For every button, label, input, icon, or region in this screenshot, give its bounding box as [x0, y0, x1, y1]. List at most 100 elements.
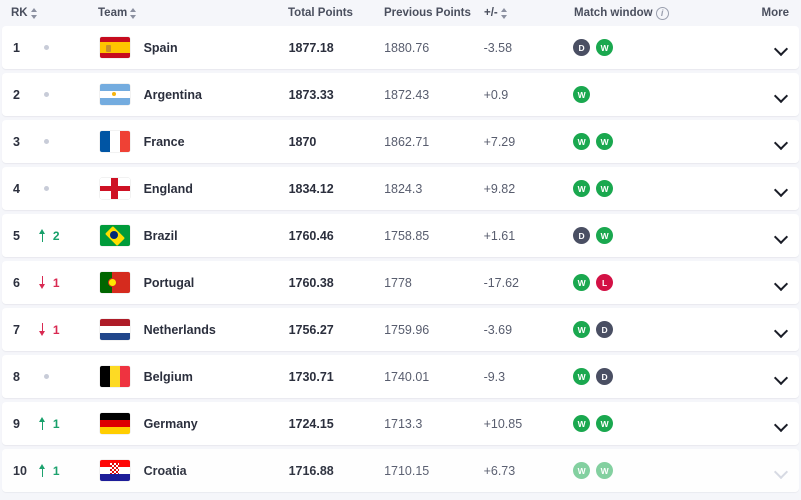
team-name: Germany: [143, 416, 198, 431]
delta-value: +7.29: [483, 134, 516, 149]
rank-value: 9: [13, 416, 20, 431]
match-result-badge-w: W: [596, 133, 614, 150]
table-row[interactable]: 3 France 1870 1862.71 +7.29 W W: [2, 120, 799, 163]
team-cell[interactable]: France: [99, 120, 289, 163]
previous-points-cell: 1880.76: [384, 26, 483, 69]
chevron-down-icon[interactable]: [775, 420, 787, 428]
chevron-down-icon[interactable]: [775, 373, 787, 381]
rank-cell: 2: [2, 73, 38, 116]
more-cell[interactable]: [740, 402, 799, 445]
rank-cell: 7: [2, 308, 38, 351]
team-cell[interactable]: Croatia: [99, 449, 289, 492]
column-header-rank[interactable]: RK: [0, 7, 38, 20]
delta-cell: -3.69: [484, 308, 574, 351]
delta-value: +9.82: [483, 181, 516, 196]
no-change-dot-icon: [43, 374, 49, 379]
previous-points-value: 1872.43: [384, 87, 430, 102]
table-row[interactable]: 6 1 Portugal 1760.38 1778 -17.62 W L: [2, 261, 799, 304]
rank-cell: 10: [2, 449, 38, 492]
sort-icon[interactable]: [500, 7, 508, 20]
column-header-total-points[interactable]: Total Points: [288, 7, 384, 19]
match-result-badge-w: W: [596, 415, 614, 432]
chevron-down-icon[interactable]: [775, 138, 787, 146]
info-icon[interactable]: i: [655, 6, 669, 20]
sort-icon[interactable]: [30, 7, 38, 20]
more-cell[interactable]: [740, 449, 799, 492]
match-result-badge-w: W: [596, 227, 614, 244]
previous-points-value: 1880.76: [384, 40, 430, 55]
team-cell[interactable]: Spain: [99, 26, 289, 69]
previous-points-cell: 1862.71: [384, 120, 483, 163]
chevron-down-icon[interactable]: [775, 279, 787, 287]
team-cell[interactable]: Germany: [99, 402, 289, 445]
team-cell[interactable]: Argentina: [99, 73, 289, 116]
delta-value: -17.62: [483, 275, 520, 290]
more-cell[interactable]: [740, 214, 799, 257]
column-header-more: More: [742, 7, 801, 19]
previous-points-cell: 1778: [384, 261, 483, 304]
sort-icon[interactable]: [130, 7, 137, 20]
table-row[interactable]: 8 Belgium 1730.71 1740.01 -9.3 W D: [2, 355, 799, 398]
team-name: Portugal: [143, 275, 195, 290]
total-points-cell: 1730.71: [289, 355, 385, 398]
total-points-value: 1873.33: [288, 87, 334, 102]
more-cell[interactable]: [740, 73, 799, 116]
team-cell[interactable]: Belgium: [99, 355, 289, 398]
team-cell[interactable]: Brazil: [99, 214, 289, 257]
team-name: Netherlands: [143, 322, 216, 337]
team-name: Brazil: [143, 228, 178, 243]
more-cell[interactable]: [740, 120, 799, 163]
delta-cell: +7.29: [484, 120, 574, 163]
match-result-badge-l: L: [596, 274, 614, 291]
team-cell[interactable]: Portugal: [99, 261, 289, 304]
chevron-down-icon[interactable]: [775, 44, 787, 52]
table-row[interactable]: 7 1 Netherlands 1756.27 1759.96 -3.69 W D: [2, 308, 799, 351]
column-header-team[interactable]: Team: [98, 7, 288, 20]
team-cell[interactable]: Netherlands: [99, 308, 289, 351]
total-points-cell: 1716.88: [289, 449, 385, 492]
team-cell[interactable]: England: [99, 167, 289, 210]
more-cell[interactable]: [740, 355, 799, 398]
delta-value: -3.58: [483, 40, 513, 55]
more-cell[interactable]: [740, 26, 799, 69]
more-cell[interactable]: [740, 167, 799, 210]
column-header-rank-label: RK: [11, 7, 28, 19]
column-header-delta[interactable]: +/-: [484, 7, 574, 20]
table-row[interactable]: 4 England 1834.12 1824.3 +9.82 W W: [2, 167, 799, 210]
column-header-match-window-label: Match window: [574, 7, 653, 19]
rank-change-cell: 2: [38, 214, 100, 257]
arrow-down-icon: [38, 276, 48, 289]
match-result-badge-w: W: [573, 415, 591, 432]
rank-cell: 5: [2, 214, 38, 257]
table-row[interactable]: 10 1 Croatia 1716.88 1710.15 +6.73 W W: [2, 449, 799, 492]
total-points-value: 1877.18: [288, 40, 334, 55]
table-row[interactable]: 1 Spain 1877.18 1880.76 -3.58 D W: [2, 26, 799, 69]
table-row[interactable]: 5 2 Brazil 1760.46 1758.85 +1.61 D W: [2, 214, 799, 257]
match-result-badge-d: D: [596, 321, 614, 338]
delta-value: +1.61: [483, 228, 516, 243]
rank-cell: 3: [2, 120, 38, 163]
previous-points-value: 1759.96: [384, 322, 430, 337]
delta-value: +6.73: [483, 463, 516, 478]
table-row[interactable]: 2 Argentina 1873.33 1872.43 +0.9 W: [2, 73, 799, 116]
team-name: Croatia: [143, 463, 187, 478]
more-cell[interactable]: [740, 308, 799, 351]
rank-change-value: 1: [52, 416, 60, 431]
chevron-down-icon[interactable]: [775, 91, 787, 99]
table-row[interactable]: 9 1 Germany 1724.15 1713.3 +10.85 W W: [2, 402, 799, 445]
more-cell[interactable]: [740, 261, 799, 304]
chevron-down-icon[interactable]: [775, 326, 787, 334]
total-points-value: 1724.15: [288, 416, 334, 431]
rank-change-cell: 1: [38, 308, 100, 351]
chevron-down-icon[interactable]: [775, 232, 787, 240]
match-results: W: [573, 86, 591, 103]
column-header-previous-points[interactable]: Previous Points: [384, 7, 484, 19]
chevron-down-icon[interactable]: [775, 185, 787, 193]
chevron-down-icon[interactable]: [775, 467, 787, 475]
total-points-cell: 1756.27: [289, 308, 385, 351]
previous-points-value: 1710.15: [384, 463, 430, 478]
